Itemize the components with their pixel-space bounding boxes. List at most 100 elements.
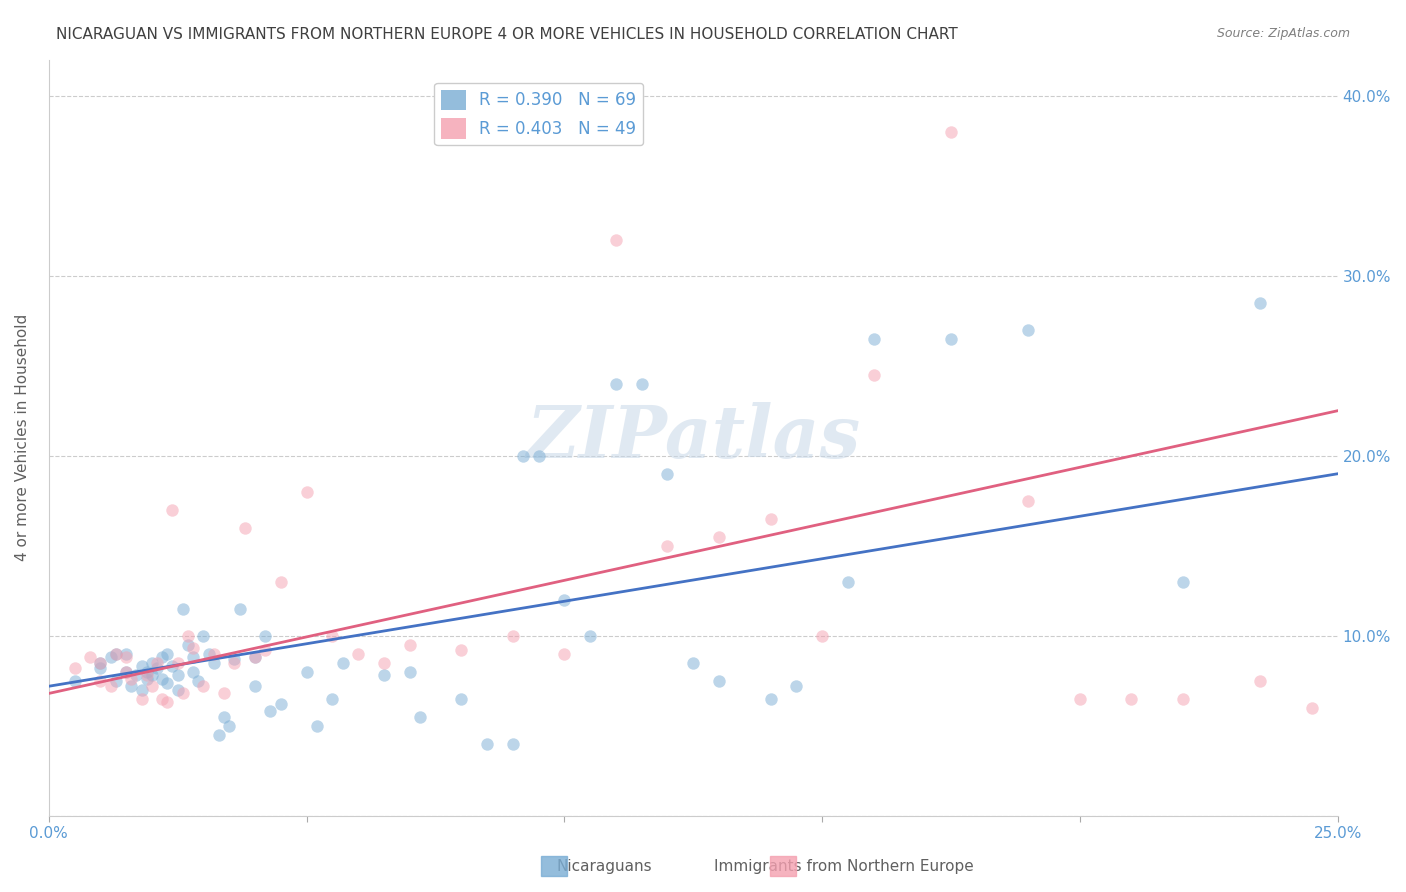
Legend: R = 0.390   N = 69, R = 0.403   N = 49: R = 0.390 N = 69, R = 0.403 N = 49 (434, 83, 643, 145)
Point (150, 691, 173, 706)
Point (785, 679, 807, 693)
Point (243, 679, 266, 693)
Point (759, 512, 782, 526)
Point (166, 682, 188, 697)
Point (862, 332, 884, 346)
Point (104, 647, 127, 661)
Point (89, 673, 111, 688)
Point (146, 661, 169, 675)
Point (398, 665, 420, 679)
Text: Source: ZipAtlas.com: Source: ZipAtlas.com (1216, 27, 1350, 40)
Point (135, 668, 157, 682)
Point (512, 449, 534, 463)
Point (131, 691, 153, 706)
Point (197, 647, 219, 661)
Point (321, 691, 343, 706)
Point (218, 719, 240, 733)
Point (259, 705, 281, 719)
Point (104, 673, 127, 688)
Point (193, 629, 215, 643)
Point (270, 698, 292, 712)
Point (150, 650, 173, 665)
Point (605, 233, 627, 247)
Point (553, 592, 575, 607)
Point (156, 647, 179, 661)
Point (131, 659, 153, 673)
Point (1171, 691, 1194, 706)
Point (682, 656, 704, 670)
Point (605, 376, 627, 391)
Point (862, 368, 884, 382)
Point (131, 682, 153, 697)
Point (212, 686, 235, 700)
Point (450, 643, 472, 657)
Point (181, 641, 204, 656)
Text: ZIPatlas: ZIPatlas (526, 402, 860, 474)
Text: Nicaraguans: Nicaraguans (557, 859, 652, 874)
Point (162, 659, 184, 673)
Point (228, 602, 250, 616)
Point (177, 629, 200, 643)
Point (347, 647, 370, 661)
Point (295, 484, 318, 499)
Point (1121, 691, 1143, 706)
Point (270, 574, 292, 589)
Point (254, 643, 277, 657)
Point (811, 629, 834, 643)
Point (193, 679, 215, 693)
Point (115, 647, 138, 661)
Point (150, 672, 173, 686)
Point (202, 656, 225, 670)
Point (243, 650, 266, 665)
Text: Immigrants from Northern Europe: Immigrants from Northern Europe (714, 859, 973, 874)
Point (657, 539, 679, 553)
Point (398, 638, 420, 652)
Point (939, 332, 962, 346)
Point (100, 679, 122, 693)
Point (579, 629, 602, 643)
Y-axis label: 4 or more Vehicles in Household: 4 or more Vehicles in Household (15, 314, 30, 561)
Point (1069, 691, 1091, 706)
Point (135, 672, 157, 686)
Point (115, 665, 138, 679)
Point (224, 656, 246, 670)
Point (409, 710, 432, 724)
Point (79, 650, 101, 665)
Point (837, 574, 859, 589)
Point (115, 650, 138, 665)
Point (166, 656, 188, 670)
Point (332, 656, 354, 670)
Point (1017, 323, 1039, 337)
Point (177, 638, 200, 652)
Point (502, 737, 524, 751)
Point (707, 673, 730, 688)
Point (233, 521, 256, 535)
Point (141, 656, 163, 670)
Point (1249, 673, 1271, 688)
Point (1017, 493, 1039, 508)
Point (212, 710, 235, 724)
Point (1249, 295, 1271, 310)
Point (89, 656, 111, 670)
Point (305, 719, 328, 733)
Point (939, 125, 962, 139)
Point (295, 665, 318, 679)
Point (141, 668, 163, 682)
Point (156, 696, 179, 710)
Point (224, 652, 246, 666)
Point (475, 737, 498, 751)
Point (630, 376, 652, 391)
Point (63, 661, 86, 675)
Point (146, 656, 169, 670)
Point (181, 650, 204, 665)
Point (321, 629, 343, 643)
Point (181, 665, 204, 679)
Point (1171, 574, 1194, 589)
Point (120, 672, 142, 686)
Point (373, 668, 395, 682)
Point (166, 668, 188, 682)
Point (156, 675, 179, 690)
Point (202, 647, 225, 661)
Point (162, 503, 184, 517)
Point (89, 661, 111, 675)
